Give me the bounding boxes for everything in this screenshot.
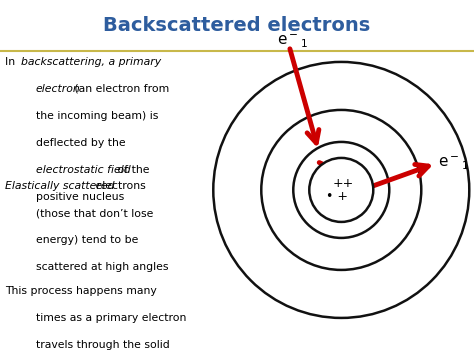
Text: backscattering, a primary: backscattering, a primary (21, 57, 162, 67)
Text: e$^-$$_1$: e$^-$$_1$ (438, 155, 469, 172)
Text: Backscattered electrons: Backscattered electrons (103, 16, 371, 35)
Text: This process happens many: This process happens many (5, 286, 156, 296)
Text: (an electron from: (an electron from (71, 84, 169, 94)
Text: electrons: electrons (92, 181, 146, 191)
Ellipse shape (309, 158, 374, 222)
Text: times as a primary electron: times as a primary electron (36, 313, 186, 323)
Text: ++: ++ (333, 177, 354, 190)
Text: e$^-$$_1$: e$^-$$_1$ (277, 33, 308, 50)
Text: the incoming beam) is: the incoming beam) is (36, 111, 158, 121)
Text: In: In (5, 57, 18, 67)
Text: (those that don’t lose: (those that don’t lose (36, 208, 153, 218)
Text: of the: of the (114, 165, 149, 175)
Text: Elastically scattered: Elastically scattered (5, 181, 114, 191)
Text: energy) tend to be: energy) tend to be (36, 235, 138, 245)
Text: positive nucleus: positive nucleus (36, 192, 124, 202)
Text: electron: electron (36, 84, 80, 94)
Text: travels through the solid: travels through the solid (36, 340, 169, 350)
Text: scattered at high angles: scattered at high angles (36, 262, 168, 272)
Text: deflected by the: deflected by the (36, 138, 125, 148)
Text: • +: • + (326, 190, 347, 203)
Text: electrostatic field: electrostatic field (36, 165, 130, 175)
